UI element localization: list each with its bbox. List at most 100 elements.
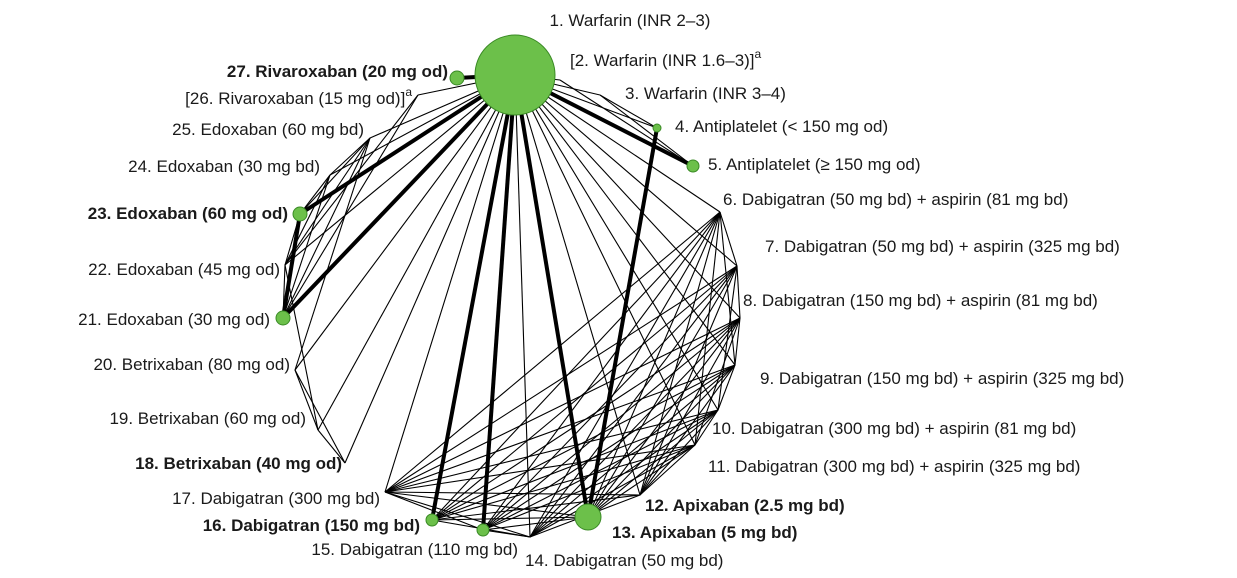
labels: 1. Warfarin (INR 2–3) [2. Warfarin (INR 1… (78, 11, 1124, 570)
edge (717, 364, 736, 411)
edge (299, 174, 331, 215)
superscript: a (405, 85, 412, 99)
node (292, 206, 308, 222)
edge (717, 265, 738, 411)
node-label: 15. Dabigatran (110 mg bd) (311, 540, 518, 559)
edge (430, 74, 517, 521)
label-text: 9. Dabigatran (150 mg bd) + aspirin (325… (760, 369, 1124, 388)
node-label: 10. Dabigatran (300 mg bd) + aspirin (81… (712, 419, 1076, 438)
edge (599, 94, 658, 129)
label-text: 18. Betrixaban (40 mg od) (135, 454, 342, 473)
edge (482, 444, 696, 531)
label-text: 11. Dabigatran (300 mg bd) + aspirin (32… (708, 457, 1080, 476)
node-label: 20. Betrixaban (80 mg od) (93, 355, 290, 374)
edge (299, 137, 371, 215)
node-label: 4. Antiplatelet (< 150 mg od) (675, 117, 888, 136)
nodes (275, 34, 700, 537)
node (425, 513, 439, 527)
edge (384, 491, 531, 538)
edge (734, 317, 741, 366)
label-text: 12. Apixaban (2.5 mg bd) (645, 496, 845, 515)
label-text: 6. Dabigatran (50 mg bd) + aspirin (81 m… (723, 190, 1068, 209)
node-label: 17. Dabigatran (300 mg bd) (172, 489, 380, 508)
label-text: 16. Dabigatran (150 mg bd) (203, 516, 420, 535)
node-label: 14. Dabigatran (50 mg bd) (525, 551, 723, 570)
edge (282, 137, 371, 319)
edge (294, 74, 516, 371)
label-text: 21. Edoxaban (30 mg od) (78, 310, 270, 329)
edge (384, 265, 738, 493)
label-text: 23. Edoxaban (60 mg od) (88, 204, 288, 223)
edge (514, 74, 531, 538)
node (686, 159, 700, 173)
node-label: 22. Edoxaban (45 mg od) (88, 260, 280, 279)
label-text: [26. Rivaroxaban (15 mg od)] (185, 89, 405, 108)
edge (317, 429, 346, 464)
label-text: 10. Dabigatran (300 mg bd) + aspirin (81… (712, 419, 1076, 438)
node-label: 16. Dabigatran (150 mg bd) (203, 516, 420, 535)
node-label: 1. Warfarin (INR 2–3) (550, 11, 711, 30)
edge (587, 317, 741, 518)
edge (431, 516, 589, 521)
edge (481, 74, 517, 531)
edge (294, 369, 319, 431)
label-text: 20. Betrixaban (80 mg od) (93, 355, 290, 374)
edge (482, 364, 736, 531)
label-text: 25. Edoxaban (60 mg bd) (172, 120, 364, 139)
edge (586, 127, 659, 518)
edge (639, 265, 738, 496)
edge (514, 74, 641, 496)
label-text: 8. Dabigatran (150 mg bd) + aspirin (81 … (743, 291, 1098, 310)
edge (694, 317, 741, 446)
node-label: 9. Dabigatran (150 mg bd) + aspirin (325… (760, 369, 1124, 388)
node-label: 23. Edoxaban (60 mg od) (88, 204, 288, 223)
label-text: 14. Dabigatran (50 mg bd) (525, 551, 723, 570)
label-text: 4. Antiplatelet (< 150 mg od) (675, 117, 888, 136)
edge (639, 409, 719, 496)
edge (514, 74, 696, 446)
label-text: 1. Warfarin (INR 2–3) (550, 11, 711, 30)
node-label: 18. Betrixaban (40 mg od) (135, 454, 342, 473)
edge (513, 74, 590, 518)
edge (294, 369, 346, 464)
edges (281, 73, 741, 538)
edge (384, 491, 641, 496)
edge (529, 444, 696, 538)
node-label: 19. Betrixaban (60 mg od) (109, 409, 306, 428)
edge (514, 74, 741, 319)
edge (639, 317, 741, 496)
edge (587, 364, 736, 518)
superscript: a (755, 47, 762, 61)
label-text: 27. Rivaroxaban (20 mg od) (227, 62, 448, 81)
edge (514, 74, 721, 213)
node (275, 310, 291, 326)
edge (431, 409, 719, 521)
label-text: 22. Edoxaban (45 mg od) (88, 260, 280, 279)
node-label: [2. Warfarin (INR 1.6–3)]a (570, 47, 762, 70)
edge (639, 211, 721, 496)
edge (482, 516, 589, 531)
node (652, 123, 662, 133)
edge (281, 73, 517, 320)
node-label: 13. Apixaban (5 mg bd) (612, 523, 797, 542)
edge (384, 74, 516, 493)
node-label: 7. Dabigatran (50 mg bd) + aspirin (325 … (765, 237, 1120, 256)
node-label: 24. Edoxaban (30 mg bd) (128, 157, 320, 176)
edge (344, 74, 516, 464)
node (476, 523, 490, 537)
edge (431, 444, 696, 521)
node (449, 70, 465, 86)
node (574, 503, 602, 531)
label-text: 19. Betrixaban (60 mg od) (109, 409, 306, 428)
edge (694, 409, 719, 446)
node-label: [26. Rivaroxaban (15 mg od)]a (185, 85, 412, 108)
node-label: 11. Dabigatran (300 mg bd) + aspirin (32… (708, 457, 1080, 476)
edge (587, 211, 721, 518)
node-label: 21. Edoxaban (30 mg od) (78, 310, 270, 329)
label-text: 5. Antiplatelet (≥ 150 mg od) (708, 155, 921, 174)
node-label: 12. Apixaban (2.5 mg bd) (645, 496, 845, 515)
edge (281, 213, 302, 319)
node-label: 25. Edoxaban (60 mg bd) (172, 120, 364, 139)
edge (431, 494, 641, 521)
label-text: 3. Warfarin (INR 3–4) (625, 84, 786, 103)
